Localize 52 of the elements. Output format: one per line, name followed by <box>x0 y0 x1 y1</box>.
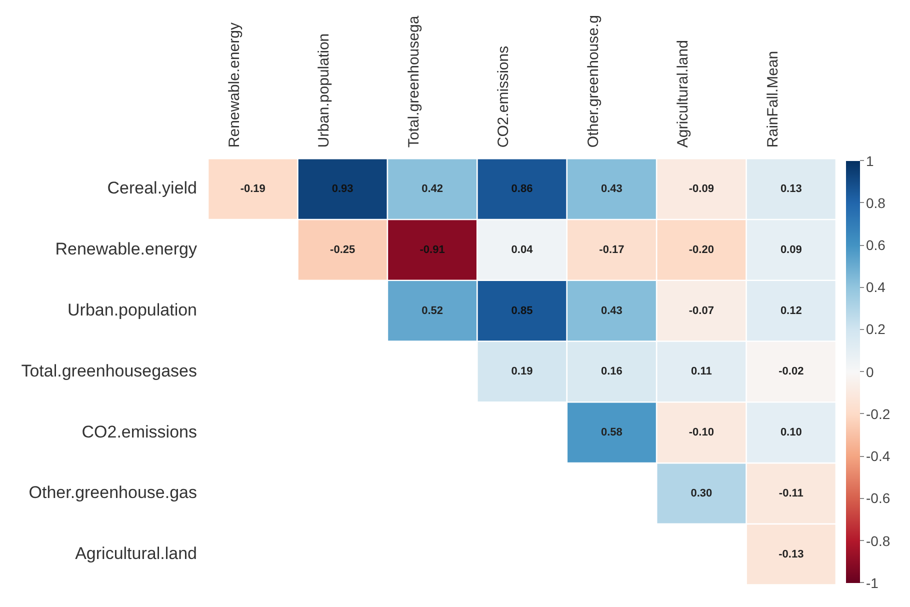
data-label: 0.19 <box>511 366 533 378</box>
data-label: 0.30 <box>690 488 712 500</box>
color-bar-label: -0.8 <box>866 532 890 549</box>
data-label: -0.11 <box>778 488 804 500</box>
data-label: 0.52 <box>422 304 443 317</box>
color-bar-label: 0.2 <box>866 321 886 338</box>
data-label: 0.12 <box>780 304 802 317</box>
color-bar-label: 1 <box>866 152 874 169</box>
data-label: -0.07 <box>688 304 714 317</box>
data-label: 0.10 <box>780 426 802 439</box>
data-label: 0.43 <box>601 304 622 317</box>
data-label: 0.04 <box>511 244 534 256</box>
data-label: 0.58 <box>601 426 622 439</box>
data-label: -0.91 <box>420 244 445 256</box>
color-bar-label: 0.6 <box>866 237 886 254</box>
data-label: -0.25 <box>330 244 356 256</box>
x-tick-label: Urban.population <box>316 33 333 148</box>
data-label: 0.86 <box>511 183 533 196</box>
x-tick-label: RainFall.Mean <box>764 50 782 148</box>
color-bar-label: 0 <box>866 364 874 380</box>
data-label: -0.02 <box>778 366 804 378</box>
color-bar-label: -0.4 <box>866 448 890 464</box>
data-label: -0.13 <box>778 548 804 560</box>
color-bar-label: -0.2 <box>866 406 890 422</box>
x-tick-label: CO2.emissions <box>495 46 512 148</box>
data-label: 0.09 <box>780 244 802 256</box>
x-tick-label: Other.greenhouse.g <box>584 14 602 148</box>
color-bar-label: -0.6 <box>866 490 890 506</box>
data-label: 0.11 <box>691 366 712 378</box>
y-tick-label: Cereal.yield <box>107 178 197 198</box>
x-tick-label: Total.greenhousega <box>405 15 422 148</box>
x-tick-label: Agricultural.land <box>674 40 692 148</box>
data-label: -0.10 <box>688 426 714 439</box>
data-label: -0.20 <box>688 244 714 256</box>
color-bar-label: -1 <box>866 574 878 591</box>
color-bar-label: 0.8 <box>866 194 886 211</box>
data-label: 0.85 <box>511 304 533 317</box>
y-tick-label: Total.greenhousegases <box>21 361 197 380</box>
data-label: 0.93 <box>332 183 354 196</box>
color-bar-label: 0.4 <box>866 279 886 296</box>
y-tick-label: Renewable.energy <box>55 240 198 259</box>
y-tick-label: Other.greenhouse.gas <box>28 483 197 502</box>
y-tick-label: Agricultural.land <box>75 544 197 564</box>
y-tick-label: CO2.emissions <box>82 422 197 442</box>
data-label: -0.19 <box>240 183 266 196</box>
data-label: 0.13 <box>780 183 802 196</box>
data-label: -0.09 <box>688 183 714 196</box>
data-label: 0.16 <box>601 366 622 378</box>
y-tick-label: Urban.population <box>68 300 197 320</box>
data-label: 0.42 <box>422 183 443 196</box>
data-label: -0.17 <box>599 244 624 256</box>
data-label: 0.43 <box>601 183 622 196</box>
